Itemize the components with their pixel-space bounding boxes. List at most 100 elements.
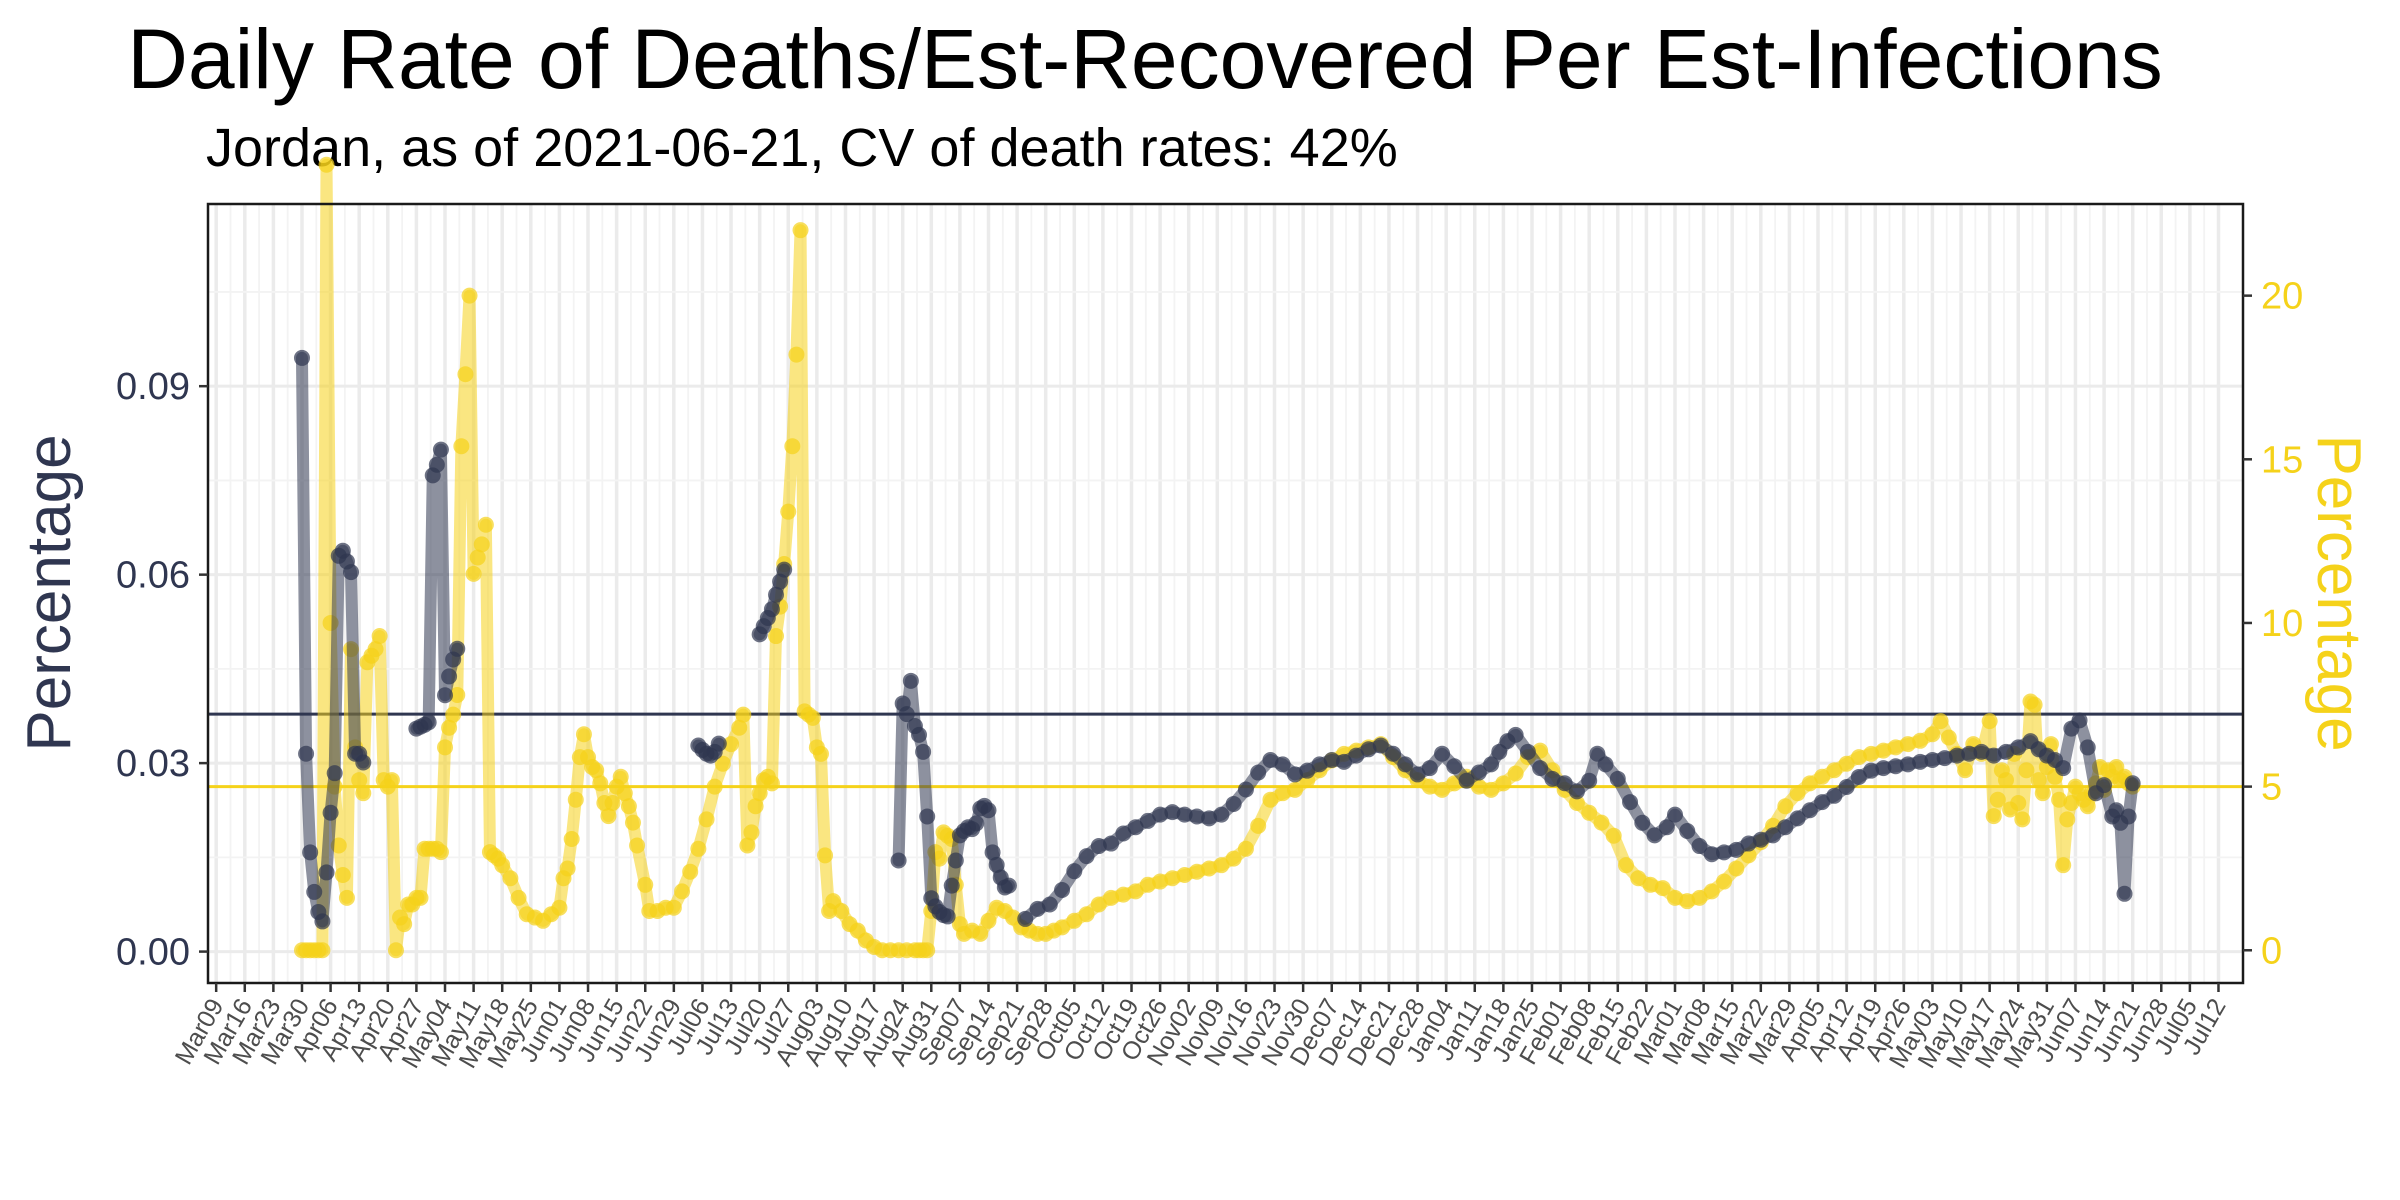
data-point	[343, 564, 360, 581]
data-point	[1532, 760, 1549, 777]
data-point	[1581, 772, 1598, 789]
data-point	[1066, 912, 1083, 929]
data-point	[383, 772, 400, 789]
data-point	[2030, 772, 2047, 789]
data-point	[1887, 758, 1904, 775]
data-point	[1286, 766, 1303, 783]
data-point	[620, 798, 637, 815]
data-point	[817, 847, 834, 864]
data-point	[1899, 756, 1916, 773]
data-point	[334, 866, 351, 883]
plot-panel-border	[206, 202, 2245, 985]
data-point	[919, 942, 936, 959]
y-right-tick-label: 15	[2261, 439, 2303, 481]
data-point	[1360, 741, 1377, 758]
data-point	[1213, 806, 1230, 823]
data-point	[1912, 732, 1929, 749]
grid	[208, 204, 2243, 983]
data-point	[449, 686, 466, 703]
data-point	[1568, 794, 1585, 811]
data-point	[1152, 873, 1169, 890]
data-point	[1985, 808, 2002, 825]
data-point	[731, 719, 748, 736]
data-point	[2010, 739, 2027, 756]
data-point	[674, 883, 691, 900]
data-point	[616, 785, 633, 802]
data-point	[326, 765, 343, 782]
data-point	[1593, 814, 1610, 831]
data-point	[604, 794, 621, 811]
data-point	[1617, 857, 1634, 874]
data-point	[2124, 775, 2141, 792]
data-point	[919, 808, 936, 825]
data-point	[1164, 804, 1181, 821]
data-point	[2055, 760, 2072, 777]
data-point	[1176, 866, 1193, 883]
data-point	[494, 857, 511, 874]
data-point	[792, 222, 809, 239]
data-point	[1017, 910, 1034, 927]
data-point	[1483, 781, 1500, 798]
data-point	[2059, 811, 2076, 828]
data-point	[739, 837, 756, 854]
data-point	[1568, 783, 1585, 800]
data-point	[1262, 751, 1279, 768]
data-point	[412, 889, 429, 906]
data-point	[943, 877, 960, 894]
data-point	[1250, 817, 1267, 834]
data-point	[1385, 745, 1402, 762]
data-point	[2120, 808, 2137, 825]
data-point	[2079, 798, 2096, 815]
data-point	[1409, 766, 1426, 783]
chart-title: Daily Rate of Deaths/Est-Recovered Per E…	[127, 12, 2163, 106]
data-point	[1850, 749, 1867, 766]
data-point	[1666, 806, 1683, 823]
data-point	[2051, 791, 2068, 808]
data-point	[939, 908, 956, 925]
data-point	[432, 844, 449, 861]
data-point	[387, 942, 404, 959]
data-point	[428, 456, 445, 473]
data-point	[763, 775, 780, 792]
data-point	[1936, 750, 1953, 767]
data-point	[1716, 844, 1733, 861]
data-point	[1237, 781, 1254, 798]
data-point	[1940, 729, 1957, 746]
data-point	[563, 830, 580, 847]
data-point	[1924, 751, 1941, 768]
data-point	[306, 883, 323, 900]
data-point	[1311, 756, 1328, 773]
data-point	[735, 706, 752, 723]
data-point	[2079, 739, 2096, 756]
data-point	[768, 628, 785, 645]
data-point	[449, 640, 466, 657]
series-death-rate	[293, 349, 2141, 930]
data-point	[1826, 762, 1843, 779]
data-point	[1654, 880, 1671, 897]
data-point	[747, 798, 764, 815]
data-point	[1581, 804, 1598, 821]
data-point	[1000, 877, 1017, 894]
data-point	[1622, 794, 1639, 811]
data-point	[322, 804, 339, 821]
data-point	[710, 735, 727, 752]
data-point	[559, 860, 576, 877]
data-point	[1127, 883, 1144, 900]
data-point	[1103, 889, 1120, 906]
data-point	[988, 856, 1005, 873]
data-point	[1801, 775, 1818, 792]
data-point	[1630, 870, 1647, 887]
data-point	[1446, 758, 1463, 775]
data-point	[1152, 806, 1169, 823]
data-point	[968, 815, 985, 832]
data-point	[1728, 860, 1745, 877]
data-point	[1814, 768, 1831, 785]
data-point	[637, 876, 654, 893]
data-point	[1863, 745, 1880, 762]
y-right-tick-label: 5	[2261, 767, 2282, 809]
data-point	[2055, 857, 2072, 874]
data-point	[1054, 919, 1071, 936]
data-point	[947, 852, 964, 869]
data-point	[1225, 795, 1242, 812]
y-right-tick-label: 20	[2261, 276, 2303, 318]
